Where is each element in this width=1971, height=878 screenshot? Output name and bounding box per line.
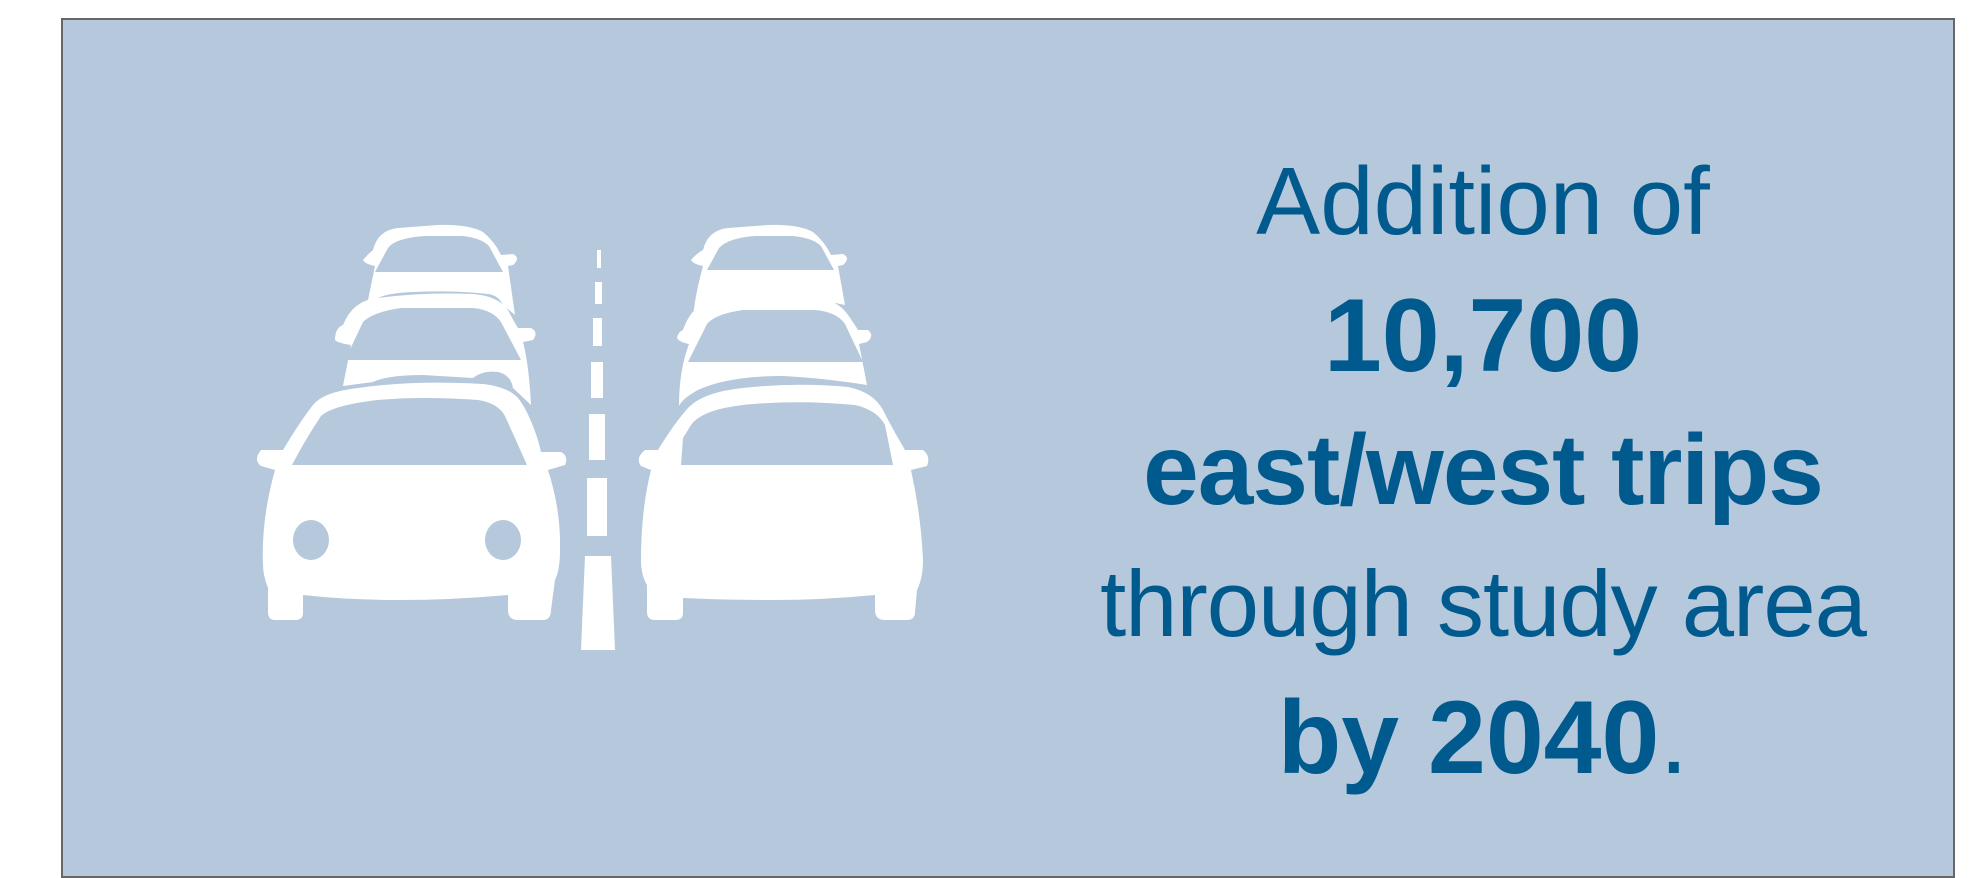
callout-line-addition: Addition of bbox=[1256, 148, 1710, 255]
callout-line-study-area: through study area bbox=[1100, 551, 1867, 656]
callout-trip-type: east/west trips bbox=[1143, 414, 1824, 526]
callout-period: . bbox=[1659, 680, 1689, 796]
lane-divider-icon bbox=[581, 250, 615, 650]
callout-year: by 2040 bbox=[1277, 680, 1660, 796]
trips-callout: Addition of 10,700 east/west trips throu… bbox=[983, 135, 1971, 805]
traffic-cars-icon bbox=[257, 224, 929, 650]
callout-trip-count: 10,700 bbox=[1323, 278, 1643, 394]
callout-line-year: by 2040. bbox=[983, 671, 1971, 805]
infographic-panel: Addition of 10,700 east/west trips throu… bbox=[61, 18, 1955, 878]
